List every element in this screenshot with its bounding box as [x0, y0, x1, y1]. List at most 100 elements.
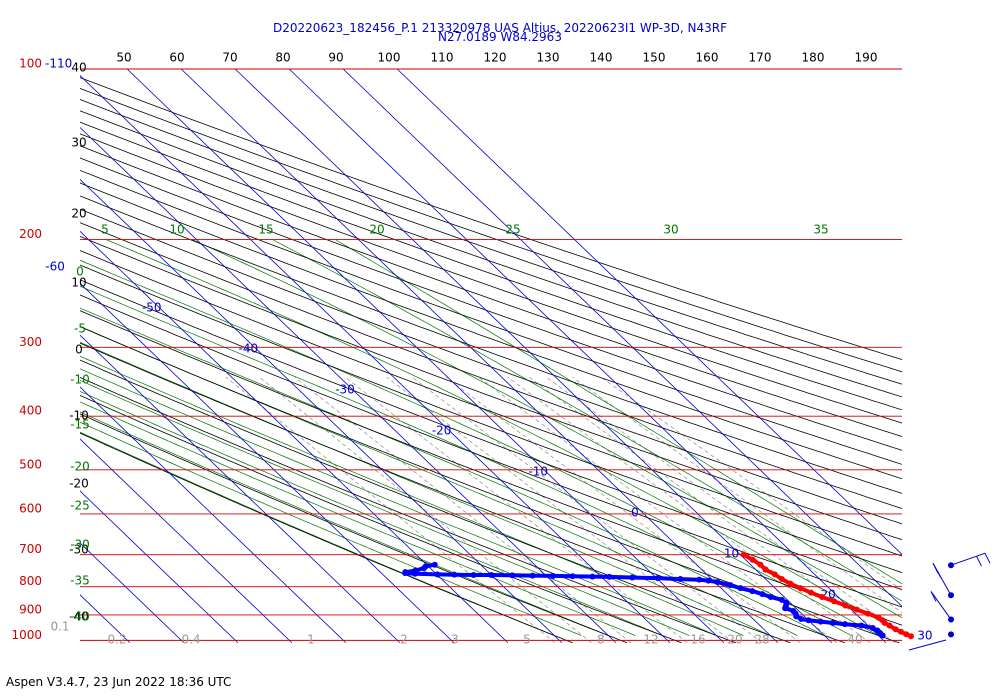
temperature-point [762, 566, 769, 573]
dry-adiabat-line [80, 77, 902, 360]
temperature-point [749, 556, 756, 563]
wind-barb-surface-line [908, 639, 947, 651]
dewpoint-point [727, 582, 734, 589]
dry-adiabat-line [80, 413, 628, 644]
isotherm-line [342, 68, 902, 607]
dewpoint-point [778, 596, 785, 603]
wind-barb-feather [976, 555, 982, 567]
mixing-ratio-label: 5 [523, 633, 531, 647]
isotherm-label: -20 [432, 424, 452, 438]
top-theta-label: 70 [222, 51, 237, 65]
isotherm-label: -60 [45, 260, 65, 274]
dewpoint-point [829, 619, 836, 626]
isotherm-label: 0 [631, 506, 639, 520]
isotherm-label: 10 [724, 547, 739, 561]
dewpoint-point [817, 618, 824, 625]
isotherm-line [288, 68, 887, 644]
temperature-point [842, 602, 849, 609]
temperature-point [808, 589, 815, 596]
dewpoint-point [451, 571, 458, 578]
moist-adiabat-line [80, 421, 582, 636]
isotherm-line [234, 68, 833, 644]
mixing-ratio-line [258, 376, 592, 644]
temperature-point [787, 580, 794, 587]
dewpoint-point [654, 575, 661, 582]
dewpoint-point [434, 571, 441, 578]
pressure-label: 200 [19, 227, 42, 241]
moist-adiabat-line [272, 239, 902, 602]
mixing-ratio-line [445, 376, 801, 644]
dewpoint-trace-line [403, 562, 885, 638]
top-theta-label: 130 [537, 51, 560, 65]
dry-adiabat-label: 20 [71, 207, 86, 221]
dry-adiabat-label: -40 [69, 610, 89, 624]
pressure-label: 100 [19, 57, 42, 71]
temperature-point [897, 628, 904, 635]
temperature-point [903, 631, 910, 638]
dewpoint-point [858, 622, 865, 629]
dewpoint-point [714, 579, 721, 586]
dewpoint-point [841, 621, 848, 628]
moist-adiabat-line [80, 285, 852, 636]
moist-adiabat-top-label: 25 [505, 223, 520, 237]
wind-barb-feather [937, 571, 941, 578]
isotherm-line [396, 68, 902, 555]
dry-adiabat-label: 30 [71, 136, 86, 150]
dewpoint-point [589, 573, 596, 580]
dry-adiabat-line [80, 145, 902, 437]
chart-title: D20220623_182456_P.1 213320978 UAS Altiu… [272, 21, 727, 35]
mixing-ratio-label: 0.1 [50, 620, 69, 634]
moist-adiabat-top-label: 15 [258, 223, 273, 237]
isotherm-line [80, 126, 617, 644]
mixing-ratio-label: 28 [754, 633, 769, 647]
wind-barb-feather [930, 591, 937, 602]
top-theta-label: 180 [802, 51, 825, 65]
dry-adiabat-line [80, 394, 682, 644]
dewpoint-point [431, 561, 438, 568]
dry-adiabat-label: -10 [69, 409, 89, 423]
dewpoint-point [696, 576, 703, 583]
moist-adiabat-left-label: -20 [70, 460, 90, 474]
dewpoint-point [402, 569, 409, 576]
temperature-point [778, 576, 785, 583]
top-extra-label: -110 [45, 57, 72, 71]
top-theta-label: 120 [484, 51, 507, 65]
moist-adiabat-left-label: -30 [70, 538, 90, 552]
isotherm-line [80, 386, 347, 644]
dry-adiabat-line [80, 250, 902, 557]
temperature-point [740, 551, 747, 558]
pressure-label: 500 [19, 457, 42, 471]
moist-adiabat-left-label: -25 [70, 499, 90, 513]
top-theta-label: 150 [643, 51, 666, 65]
dewpoint-point [677, 576, 684, 583]
dry-adiabat-label: -30 [69, 543, 89, 557]
moist-adiabat-line [335, 239, 902, 585]
dry-adiabat-line [80, 294, 902, 608]
temperature-trace-line [741, 552, 913, 639]
dewpoint-point [488, 572, 495, 579]
pressure-label: 300 [19, 335, 42, 349]
isotherm-line [126, 68, 725, 644]
moist-adiabat-line [80, 341, 771, 636]
isotherm-line [0, 69, 76, 643]
dry-adiabat-line [80, 133, 902, 424]
moist-adiabat-left-label: -15 [70, 418, 90, 432]
mixing-ratio-label: 8 [597, 633, 605, 647]
mixing-ratio-label: 0.4 [181, 633, 200, 647]
mixing-ratio-label: 40 [847, 633, 862, 647]
moist-adiabat-left-label: -35 [70, 574, 90, 588]
dewpoint-point [569, 573, 576, 580]
dewpoint-point [790, 607, 797, 614]
dry-adiabat-line [80, 99, 902, 385]
temperature-point [771, 571, 778, 578]
isotherm-line [80, 490, 239, 644]
dewpoint-point [412, 567, 419, 574]
dry-adiabat-line [80, 121, 902, 411]
top-theta-label: 160 [696, 51, 719, 65]
top-theta-label: 90 [328, 51, 343, 65]
mixing-ratio-label: 3 [451, 633, 459, 647]
dry-adiabat-line [80, 169, 902, 465]
top-theta-label: 140 [590, 51, 613, 65]
top-theta-label: 60 [169, 51, 184, 65]
